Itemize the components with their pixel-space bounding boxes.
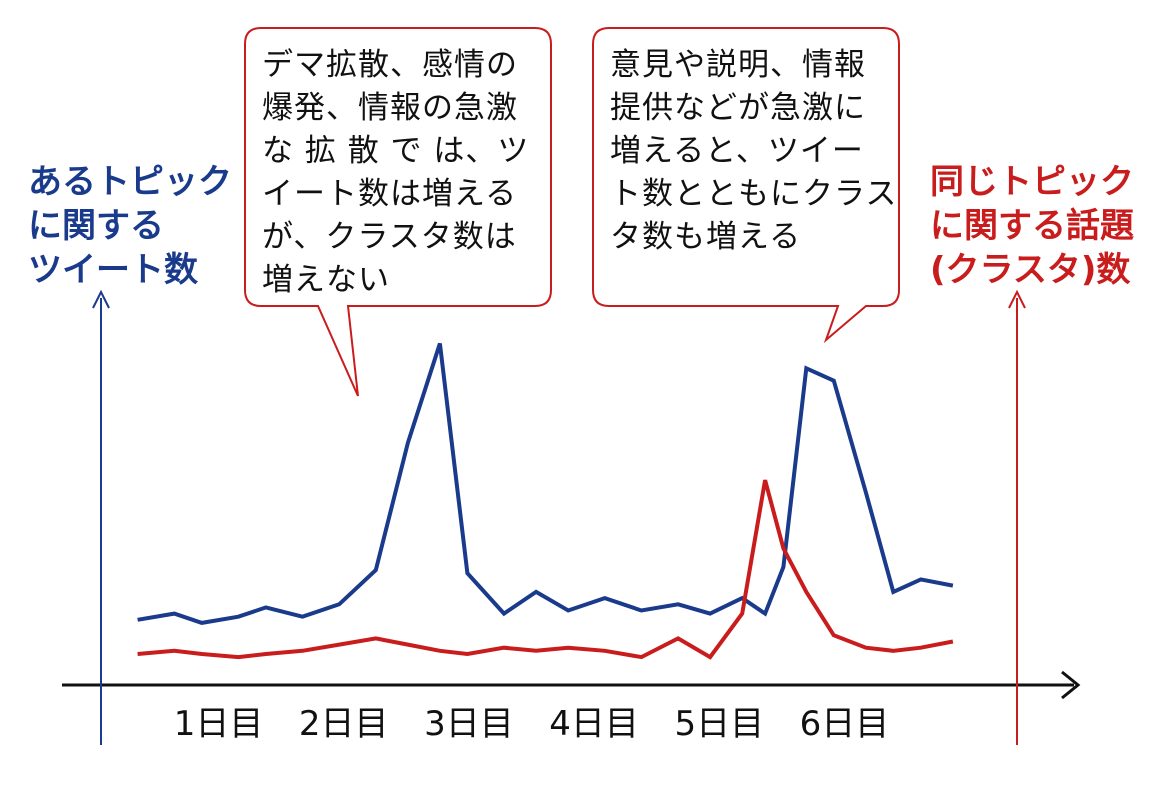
left-axis-title-line: に関する	[28, 206, 164, 246]
x-tick-label: 5日目	[674, 704, 764, 744]
x-tick-label: 3日目	[424, 704, 514, 744]
x-tick-label: 6日目	[800, 704, 890, 744]
callout-line: ト数とともにクラス	[610, 176, 898, 212]
left-axis-title: あるトピック に関する ツイート数	[28, 160, 232, 292]
callout-text-right: 意見や説明、情報 提供などが急激に 増えると、ツイー ト数とともにクラス タ数も…	[610, 44, 897, 259]
right-axis-title-line: (クラスタ)数	[930, 250, 1131, 290]
clusters-series-line	[137, 479, 954, 660]
left-axis-title-line: あるトピック	[28, 162, 232, 202]
callout-line: デマ拡散、感情の	[262, 47, 518, 83]
callout-line: 爆発、情報の急激	[262, 90, 518, 126]
right-axis-title: 同じトピック に関する話題 (クラスタ)数	[930, 160, 1134, 292]
x-tick-label: 4日目	[549, 704, 639, 744]
callout-line: 増えると、ツイー	[610, 133, 864, 169]
tweets-series-line	[137, 342, 954, 625]
callout-text-left: デマ拡散、感情の 爆発、情報の急激 な 拡 散 で は、ツ イート数は増える が…	[262, 44, 529, 302]
left-axis-title-line: ツイート数	[28, 250, 198, 290]
callout-line: 提供などが急激に	[610, 90, 866, 126]
callout-line: 増えない	[262, 262, 390, 298]
x-tick-label: 2日目	[299, 704, 389, 744]
left-y-axis-arrow	[92, 289, 110, 309]
callout-bubble-left	[244, 27, 552, 397]
x-axis-arrow	[1061, 670, 1081, 700]
right-axis-title-line: に関する話題	[930, 206, 1134, 246]
callout-line: タ数も増える	[610, 219, 802, 255]
callout-line: な 拡 散 で は、ツ	[262, 133, 530, 169]
callout-line: イート数は増える	[262, 176, 518, 212]
right-y-axis-arrow	[1008, 289, 1026, 309]
callout-bubble-right	[592, 27, 900, 344]
callout-line: 意見や説明、情報	[610, 47, 866, 83]
right-axis-title-line: 同じトピック	[930, 162, 1134, 202]
x-tick-label: 1日目	[174, 704, 264, 744]
callout-line: が、クラスタ数は	[262, 219, 517, 255]
